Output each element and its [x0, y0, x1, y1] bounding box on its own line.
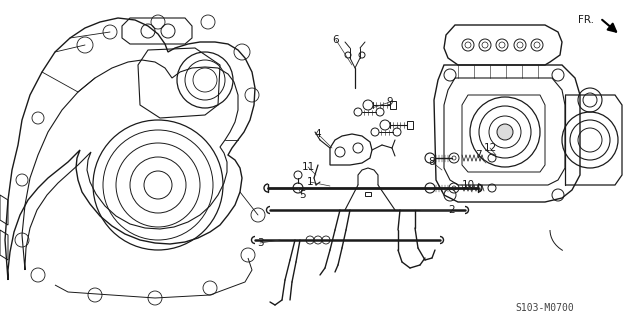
Text: 3: 3	[257, 238, 263, 248]
Text: S103-M0700: S103-M0700	[516, 303, 574, 313]
Text: 10: 10	[461, 180, 475, 190]
Text: 5: 5	[299, 190, 305, 200]
Text: 9: 9	[387, 97, 394, 107]
Text: 6: 6	[333, 35, 339, 45]
Text: 2: 2	[449, 205, 455, 215]
Circle shape	[497, 124, 513, 140]
Text: 11: 11	[301, 162, 315, 172]
Text: FR.: FR.	[578, 15, 594, 25]
Text: 8: 8	[429, 157, 435, 167]
Text: 12: 12	[483, 143, 497, 153]
Text: 7: 7	[475, 150, 481, 160]
Text: 4: 4	[315, 129, 321, 139]
Text: 1: 1	[307, 177, 314, 187]
